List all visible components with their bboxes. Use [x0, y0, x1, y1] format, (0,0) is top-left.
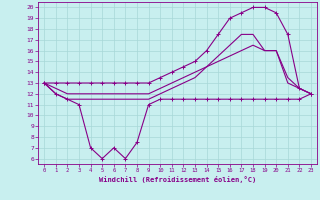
X-axis label: Windchill (Refroidissement éolien,°C): Windchill (Refroidissement éolien,°C) [99, 176, 256, 183]
